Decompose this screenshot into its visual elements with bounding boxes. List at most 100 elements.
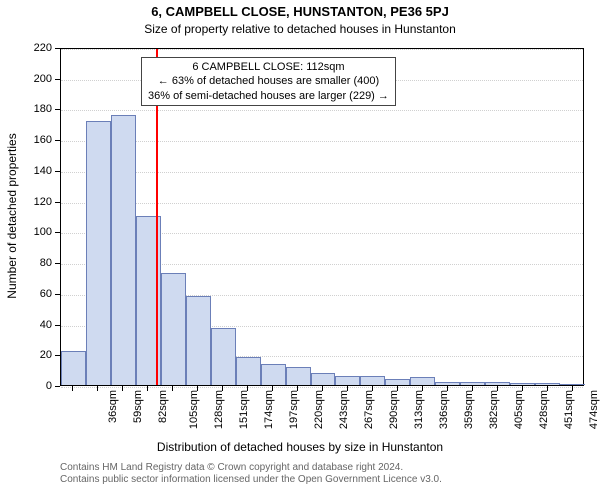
histogram-bar [385, 379, 410, 385]
x-tick-label: 428sqm [538, 390, 550, 429]
x-tick-mark [197, 386, 198, 391]
x-tick-mark [322, 386, 323, 391]
x-tick-mark [522, 386, 523, 391]
x-tick-mark [272, 386, 273, 391]
x-tick-mark [222, 386, 223, 391]
x-tick-label: 243sqm [338, 390, 350, 429]
x-tick-mark [97, 386, 98, 391]
y-tick-mark [55, 48, 60, 49]
x-tick-label: 313sqm [413, 390, 425, 429]
x-tick-label: 59sqm [132, 390, 144, 423]
histogram-bar [186, 296, 211, 385]
y-tick-label: 160 [30, 134, 52, 146]
x-tick-label: 290sqm [388, 390, 400, 429]
x-tick-mark [572, 386, 573, 391]
histogram-bar [211, 328, 236, 385]
y-tick-label: 20 [30, 349, 52, 361]
y-tick-mark [55, 263, 60, 264]
y-tick-mark [55, 171, 60, 172]
x-tick-label: 220sqm [313, 390, 325, 429]
y-tick-mark [55, 386, 60, 387]
histogram-bar [111, 115, 136, 385]
x-tick-mark [147, 386, 148, 391]
x-tick-mark [422, 386, 423, 391]
chart-subtitle: Size of property relative to detached ho… [0, 22, 600, 36]
histogram-bar [236, 357, 261, 385]
histogram-bar [460, 382, 485, 385]
y-tick-label: 120 [30, 196, 52, 208]
x-tick-mark [397, 386, 398, 391]
y-tick-label: 200 [30, 73, 52, 85]
x-tick-mark [172, 386, 173, 391]
y-tick-label: 100 [30, 226, 52, 238]
x-tick-label: 336sqm [438, 390, 450, 429]
histogram-bar [485, 382, 510, 385]
x-tick-mark [497, 386, 498, 391]
x-tick-mark [247, 386, 248, 391]
histogram-bar [261, 364, 286, 386]
x-tick-label: 451sqm [563, 390, 575, 429]
histogram-bar [86, 121, 111, 385]
y-tick-mark [55, 355, 60, 356]
histogram-bar [161, 273, 186, 385]
x-tick-label: 174sqm [263, 390, 275, 429]
x-tick-mark [297, 386, 298, 391]
x-tick-mark [472, 386, 473, 391]
y-tick-mark [55, 294, 60, 295]
x-tick-mark [447, 386, 448, 391]
y-axis-label: Number of detached properties [5, 116, 19, 316]
x-tick-label: 128sqm [213, 390, 225, 429]
footer-attribution: Contains HM Land Registry data © Crown c… [60, 462, 442, 486]
x-tick-label: 359sqm [463, 390, 475, 429]
y-tick-label: 80 [30, 257, 52, 269]
x-tick-mark [347, 386, 348, 391]
info-box-line: 36% of semi-detached houses are larger (… [148, 89, 389, 103]
x-tick-mark [122, 386, 123, 391]
x-tick-mark [72, 386, 73, 391]
grid-line [61, 203, 583, 204]
histogram-bar [510, 383, 535, 385]
info-box-line: 6 CAMPBELL CLOSE: 112sqm [148, 60, 389, 74]
x-tick-label: 382sqm [488, 390, 500, 429]
grid-line [61, 110, 583, 111]
histogram-bar [61, 351, 86, 385]
y-tick-mark [55, 79, 60, 80]
y-tick-label: 140 [30, 165, 52, 177]
chart-plot-area: 6 CAMPBELL CLOSE: 112sqm← 63% of detache… [60, 48, 584, 386]
y-tick-mark [55, 232, 60, 233]
y-tick-mark [55, 109, 60, 110]
y-tick-label: 60 [30, 288, 52, 300]
x-tick-label: 151sqm [238, 390, 250, 429]
histogram-bar [410, 377, 435, 385]
x-tick-mark [372, 386, 373, 391]
y-tick-mark [55, 202, 60, 203]
x-axis-label: Distribution of detached houses by size … [0, 440, 600, 454]
y-tick-label: 40 [30, 319, 52, 331]
grid-line [61, 141, 583, 142]
y-tick-mark [55, 325, 60, 326]
x-tick-label: 36sqm [108, 390, 120, 423]
x-tick-label: 82sqm [157, 390, 169, 423]
histogram-bar [560, 384, 585, 385]
histogram-bar [360, 376, 385, 385]
info-annotation-box: 6 CAMPBELL CLOSE: 112sqm← 63% of detache… [141, 57, 396, 106]
grid-line [61, 172, 583, 173]
x-tick-label: 197sqm [288, 390, 300, 429]
grid-line [61, 49, 583, 50]
y-tick-label: 0 [30, 380, 52, 392]
histogram-bar [286, 367, 311, 385]
x-tick-mark [547, 386, 548, 391]
x-tick-label: 267sqm [363, 390, 375, 429]
histogram-bar [435, 382, 460, 385]
histogram-bar [335, 376, 360, 385]
x-tick-label: 474sqm [588, 390, 600, 429]
x-tick-label: 105sqm [188, 390, 200, 429]
info-box-line: ← 63% of detached houses are smaller (40… [148, 74, 389, 88]
y-tick-mark [55, 140, 60, 141]
histogram-bar [535, 383, 560, 385]
histogram-bar [311, 373, 336, 385]
y-tick-label: 220 [30, 42, 52, 54]
chart-title: 6, CAMPBELL CLOSE, HUNSTANTON, PE36 5PJ [0, 4, 600, 19]
y-tick-label: 180 [30, 103, 52, 115]
x-tick-label: 405sqm [513, 390, 525, 429]
